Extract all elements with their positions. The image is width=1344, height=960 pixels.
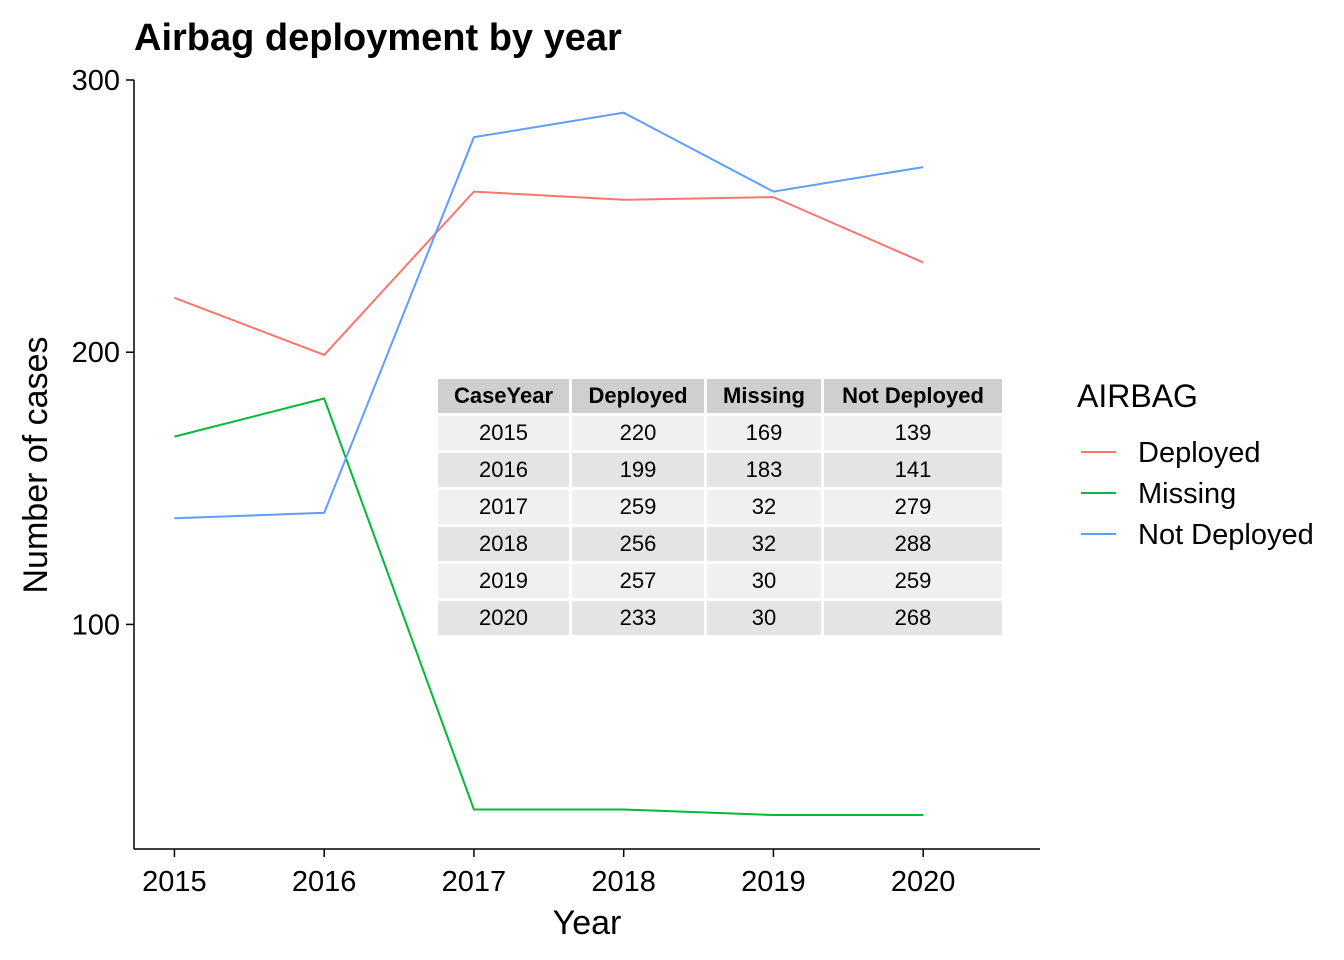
x-tick-label: 2018 — [591, 866, 656, 898]
table-row: 2015 220 169 139 — [438, 416, 1002, 450]
series-line-missing — [174, 397, 924, 816]
table-cell: 2017 — [438, 490, 569, 524]
legend: AIRBAG Deployed Missing Not Deployed — [1077, 378, 1314, 551]
table-cell: 268 — [824, 601, 1002, 635]
x-tick-label: 2020 — [891, 866, 956, 898]
table-cell: 183 — [707, 453, 821, 487]
table-cell: 30 — [707, 601, 821, 635]
series-line-not-deployed — [174, 111, 924, 520]
table-cell: 141 — [824, 453, 1002, 487]
table-cell: 2016 — [438, 453, 569, 487]
table-cell: 2020 — [438, 601, 569, 635]
table-cell: 30 — [707, 564, 821, 598]
table-cell: 139 — [824, 416, 1002, 450]
table-cell: 257 — [572, 564, 704, 598]
table-row: 2016 199 183 141 — [438, 453, 1002, 487]
table-cell: 199 — [572, 453, 704, 487]
table-row: 2019 257 30 259 — [438, 564, 1002, 598]
legend-label-missing: Missing — [1138, 478, 1236, 510]
table-row: 2017 259 32 279 — [438, 490, 1002, 524]
table-cell: 220 — [572, 416, 704, 450]
table-cell: 169 — [707, 416, 821, 450]
legend-label-deployed: Deployed — [1138, 437, 1261, 469]
y-tick-label: 100 — [72, 609, 120, 641]
table-cell: 2019 — [438, 564, 569, 598]
table-cell: 256 — [572, 527, 704, 561]
table-cell: 288 — [824, 527, 1002, 561]
table-header-caseyear: CaseYear — [438, 379, 569, 413]
table-row: 2020 233 30 268 — [438, 601, 1002, 635]
table-cell: 2015 — [438, 416, 569, 450]
legend-title: AIRBAG — [1077, 378, 1198, 414]
table-header-missing: Missing — [707, 379, 821, 413]
chart-title: Airbag deployment by year — [134, 17, 622, 59]
legend-label-not-deployed: Not Deployed — [1138, 519, 1314, 551]
series-line-deployed — [174, 190, 924, 357]
x-tick-label: 2015 — [142, 866, 207, 898]
x-tick-label: 2017 — [442, 866, 507, 898]
data-table: CaseYear Deployed Missing Not Deployed 2… — [435, 376, 1005, 638]
table-row: 2018 256 32 288 — [438, 527, 1002, 561]
table-cell: 233 — [572, 601, 704, 635]
table-cell: 32 — [707, 527, 821, 561]
table-header-not-deployed: Not Deployed — [824, 379, 1002, 413]
table-header-deployed: Deployed — [572, 379, 704, 413]
x-tick-label: 2019 — [741, 866, 806, 898]
x-tick-label: 2016 — [292, 866, 357, 898]
table-cell: 2018 — [438, 527, 569, 561]
table-cell: 259 — [824, 564, 1002, 598]
table-cell: 259 — [572, 490, 704, 524]
x-axis-title: Year — [553, 904, 622, 942]
y-tick-label: 200 — [72, 337, 120, 369]
series-layer — [174, 111, 924, 816]
y-axis-title: Number of cases — [17, 337, 55, 594]
table-cell: 279 — [824, 490, 1002, 524]
y-tick-label: 300 — [72, 65, 120, 97]
table-cell: 32 — [707, 490, 821, 524]
table-header-row: CaseYear Deployed Missing Not Deployed — [438, 379, 1002, 413]
